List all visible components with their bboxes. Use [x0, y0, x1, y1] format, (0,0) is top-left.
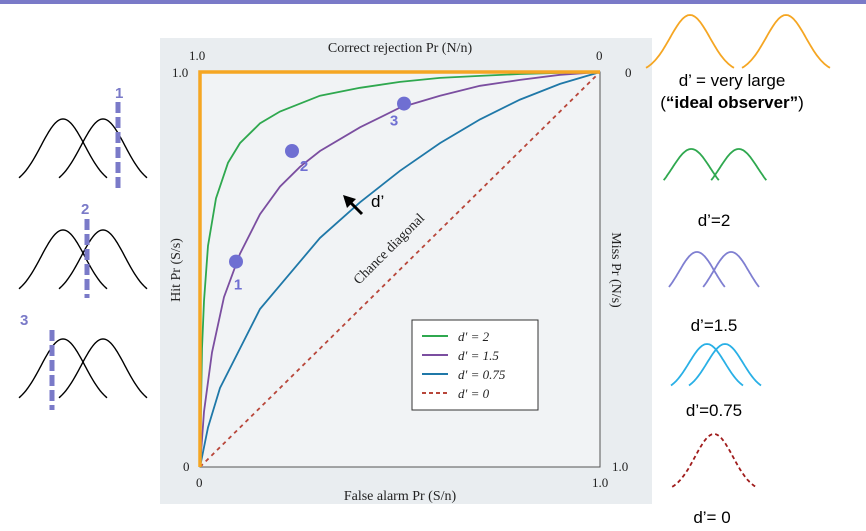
- right-panel-1-noise-curve: [645, 14, 735, 69]
- top-accent-rule: [0, 0, 866, 4]
- legend-label-1: d′ = 1.5: [458, 348, 499, 363]
- ideal-label-line1: d’ = very large: [679, 71, 786, 90]
- left-panel-2-label: 2: [81, 201, 89, 218]
- left-panel-3-noise-curve: [18, 338, 108, 399]
- operating-point-3: [397, 96, 411, 111]
- right-panel-3-noise-curve: [668, 251, 726, 288]
- left-panel-1-signal-curve: [58, 118, 148, 179]
- left-panel-2-noise-curve: [18, 229, 108, 290]
- right-dprime-panels: [645, 14, 831, 488]
- left-panel-2-signal-curve: [58, 229, 148, 290]
- roc-series-1: [200, 72, 600, 467]
- roc-chart: 1 2 3 1.0 0 0 1.0 1.0 0 0 1.0 False alarm …: [160, 38, 652, 504]
- right-panel-3-signal-curve: [702, 251, 760, 288]
- x-axis-title: False alarm Pr (S/n): [344, 489, 457, 504]
- ideal-label-prefix: (: [660, 93, 666, 112]
- left-panel-3-signal-curve: [58, 338, 148, 399]
- left-panel-1-noise-curve: [18, 118, 108, 179]
- left-panel-3-label: 3: [20, 312, 28, 329]
- d-prime-arrow-label: d’: [371, 192, 384, 211]
- right-panel-4-noise-curve: [670, 343, 744, 387]
- left-criterion-panels: [18, 102, 148, 410]
- right-panel-2-signal-curve: [710, 148, 768, 181]
- y-axis-title: Hit Pr (S/s): [169, 238, 184, 302]
- legend-label-2: d′ = 0.75: [458, 367, 506, 382]
- legend-label-0: d′ = 2: [458, 329, 490, 344]
- ideal-label-line2: (“ideal observer”): [660, 93, 804, 112]
- legend-label-3: d′ = 0: [458, 386, 490, 401]
- x-tick-right: 1.0: [592, 475, 608, 490]
- top-axis-title: Correct rejection Pr (N/n): [328, 41, 473, 56]
- operating-point-label-2: 2: [300, 158, 308, 175]
- dprime-0-label: d’= 0: [693, 508, 730, 527]
- top-tick-right: 0: [596, 48, 603, 63]
- ideal-label-suffix: ): [798, 93, 804, 112]
- roc-series-0: [200, 72, 600, 467]
- dprime-2-label: d’=2: [698, 211, 731, 230]
- operating-point-1: [229, 254, 243, 269]
- ideal-observer-line: [198, 70, 600, 467]
- operating-point-label-3: 3: [390, 113, 398, 130]
- right-tick-bottom: 1.0: [612, 459, 628, 474]
- y-tick-bottom: 0: [183, 459, 190, 474]
- operating-point-label-1: 1: [234, 277, 242, 294]
- y-tick-top: 1.0: [172, 65, 188, 80]
- roc-series-3: [200, 72, 600, 467]
- x-tick-left: 0: [196, 475, 203, 490]
- right-axis-title: Miss Pr (N/s): [608, 232, 623, 308]
- ideal-label-bold: “ideal observer”: [666, 93, 798, 112]
- right-panel-4-signal-curve: [688, 343, 762, 387]
- right-panel-1-signal-curve: [741, 14, 831, 69]
- right-panel-2-noise-curve: [662, 148, 720, 181]
- roc-series-2: [200, 72, 600, 467]
- right-panel-5-curve: [671, 433, 757, 488]
- chart-legend: d′ = 2 d′ = 1.5 d′ = 0.75 d′ = 0: [411, 319, 539, 411]
- dprime-0-75-label: d’=0.75: [686, 401, 742, 420]
- right-tick-top: 0: [625, 65, 632, 80]
- left-panel-1-label: 1: [115, 85, 123, 102]
- operating-point-2: [285, 144, 299, 158]
- d-prime-arrow: [343, 195, 364, 216]
- dprime-1-5-label: d’=1.5: [691, 316, 738, 335]
- top-tick-left: 1.0: [189, 48, 205, 63]
